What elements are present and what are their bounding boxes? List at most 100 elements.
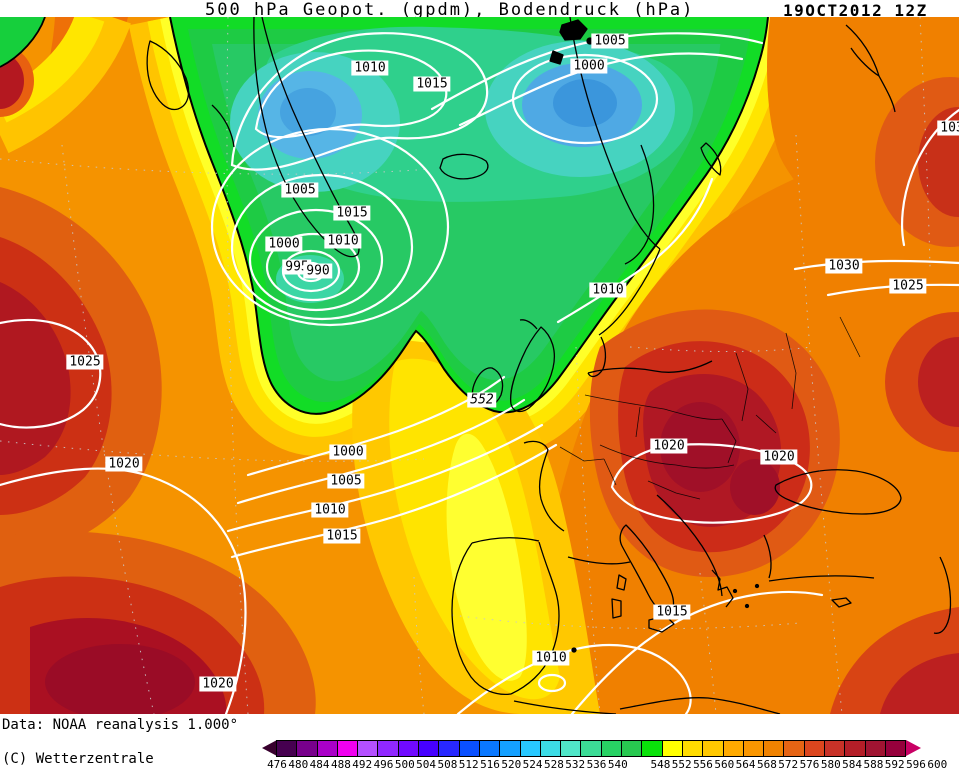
colorbar-tick-label: 584 bbox=[842, 758, 863, 770]
pressure-label: 1020 bbox=[760, 449, 798, 465]
pressure-label: 103 bbox=[937, 120, 959, 136]
colorbar-tick-label: 576 bbox=[799, 758, 820, 770]
credits-block: Data: NOAA reanalysis 1.000° (C) Wetterz… bbox=[2, 717, 238, 770]
colorbar-segment bbox=[276, 740, 298, 757]
colorbar-segment bbox=[377, 740, 399, 757]
pressure-label: 1010 bbox=[351, 60, 389, 76]
map-footer: Data: NOAA reanalysis 1.000° (C) Wetterz… bbox=[0, 714, 959, 770]
colorbar-tick-label: 508 bbox=[437, 758, 458, 770]
field-fill bbox=[0, 17, 959, 714]
colorbar-tick-label: 528 bbox=[543, 758, 564, 770]
colorbar-segment bbox=[803, 740, 826, 757]
colorbar-tick-label: 536 bbox=[586, 758, 607, 770]
pressure-label: 1005 bbox=[591, 33, 629, 49]
colorbar-segment bbox=[560, 740, 582, 757]
colorbar-tick-label: 552 bbox=[671, 758, 692, 770]
colorbar: 476 480 484 488 492 496 500 504 508 512 516 520 524 5… bbox=[262, 740, 954, 770]
colorbar-segment bbox=[458, 740, 480, 757]
colorbar-segment bbox=[478, 740, 501, 757]
colorbar-tick-label: 476 bbox=[267, 758, 287, 770]
colorbar-segment bbox=[742, 740, 765, 757]
credit-line-copyright: (C) Wetterzentrale bbox=[2, 751, 154, 767]
colorbar-tick-label: 500 bbox=[394, 758, 415, 770]
colorbar-tick-label: 516 bbox=[480, 758, 500, 770]
colorbar-tick-label: 600 bbox=[927, 758, 948, 770]
colorbar-segment bbox=[418, 740, 440, 757]
colorbar-segment bbox=[661, 740, 683, 757]
colorbar-tick-label: 484 bbox=[309, 758, 330, 770]
pressure-label: 1020 bbox=[650, 438, 688, 454]
pressure-label: 1015 bbox=[323, 528, 361, 544]
pressure-label: 1015 bbox=[333, 205, 371, 221]
pressure-label: 1000 bbox=[570, 58, 608, 74]
colorbar-tick-label: 572 bbox=[778, 758, 799, 770]
pressure-label: 1010 bbox=[589, 282, 627, 298]
map-header: 500 hPa Geopot. (gpdm), Bodendruck (hPa)… bbox=[0, 0, 959, 20]
colorbar-segment bbox=[641, 740, 663, 757]
colorbar-segment bbox=[600, 740, 623, 757]
colorbar-tick-label: 520 bbox=[501, 758, 522, 770]
colorbar-tick-label: 592 bbox=[884, 758, 905, 770]
colorbar-segment bbox=[519, 740, 541, 757]
colorbar-segment bbox=[621, 740, 643, 757]
colorbar-tick-label: 556 bbox=[693, 758, 713, 770]
colorbar-tick-label: 492 bbox=[352, 758, 373, 770]
colorbar-segment bbox=[580, 740, 602, 757]
colorbar-tick-label: 532 bbox=[565, 758, 586, 770]
pressure-label: 1015 bbox=[413, 76, 451, 92]
colorbar-tick-label: 560 bbox=[714, 758, 735, 770]
colorbar-segment bbox=[864, 740, 886, 757]
pressure-label: 1025 bbox=[66, 354, 104, 370]
pressure-label: 1030 bbox=[825, 258, 863, 274]
pressure-label: 1005 bbox=[281, 182, 319, 198]
pressure-label: 1020 bbox=[105, 456, 143, 472]
colorbar-segment bbox=[296, 740, 318, 757]
pressure-label: 1010 bbox=[532, 650, 570, 666]
colorbar-segment bbox=[702, 740, 724, 757]
colorbar-over-arrow bbox=[906, 740, 922, 756]
colorbar-segment bbox=[783, 740, 805, 757]
pressure-label: 990 bbox=[303, 263, 333, 279]
colorbar-tick-label: 504 bbox=[416, 758, 437, 770]
colorbar-segment bbox=[438, 740, 460, 757]
colorbar-tick-label: 496 bbox=[373, 758, 394, 770]
colorbar-segment bbox=[824, 740, 846, 757]
colorbar-tick-label: 568 bbox=[756, 758, 777, 770]
credit-line-data: Data: NOAA reanalysis 1.000° bbox=[2, 717, 239, 733]
colorbar-tick-label: 540 bbox=[607, 758, 628, 770]
pressure-label: 1005 bbox=[327, 473, 365, 489]
colorbar-tick-label: 512 bbox=[458, 758, 479, 770]
geopotential-label: 552 bbox=[467, 392, 497, 408]
map-datestamp: 19OCT2012 12Z bbox=[783, 1, 928, 20]
colorbar-segment bbox=[357, 740, 379, 757]
colorbar-tick-label: 588 bbox=[863, 758, 884, 770]
colorbar-tick-label: 548 bbox=[650, 758, 671, 770]
colorbar-segment bbox=[316, 740, 338, 757]
colorbar-under-arrow bbox=[262, 740, 277, 756]
pressure-label: 1015 bbox=[653, 604, 691, 620]
pressure-label: 1010 bbox=[324, 233, 362, 249]
colorbar-tick-label: 596 bbox=[906, 758, 926, 770]
weather-map: 1010 1015 1005 1000 1005 1015 1010 1000 995 990 10… bbox=[0, 17, 959, 714]
graticule bbox=[0, 17, 931, 714]
colorbar-tick-label: 580 bbox=[820, 758, 841, 770]
colorbar-segment bbox=[397, 740, 420, 757]
colorbar-segment bbox=[336, 740, 359, 757]
pressure-label: 1010 bbox=[311, 502, 349, 518]
colorbar-tick-label: 480 bbox=[288, 758, 309, 770]
pressure-label: 1000 bbox=[329, 444, 367, 460]
colorbar-segment bbox=[884, 740, 907, 757]
country-borders bbox=[559, 316, 861, 500]
map-title: 500 hPa Geopot. (gpdm), Bodendruck (hPa) bbox=[205, 0, 695, 20]
colorbar-segment bbox=[844, 740, 866, 757]
weather-map-svg bbox=[0, 17, 959, 714]
colorbar-segment bbox=[499, 740, 521, 757]
pressure-label: 1020 bbox=[199, 676, 237, 692]
colorbar-tick-label: 524 bbox=[522, 758, 543, 770]
colorbar-tick-label: 564 bbox=[735, 758, 756, 770]
colorbar-tick-label: 488 bbox=[330, 758, 351, 770]
pressure-label: 1000 bbox=[265, 236, 303, 252]
pressure-label: 1025 bbox=[889, 278, 927, 294]
colorbar-row bbox=[262, 740, 954, 757]
